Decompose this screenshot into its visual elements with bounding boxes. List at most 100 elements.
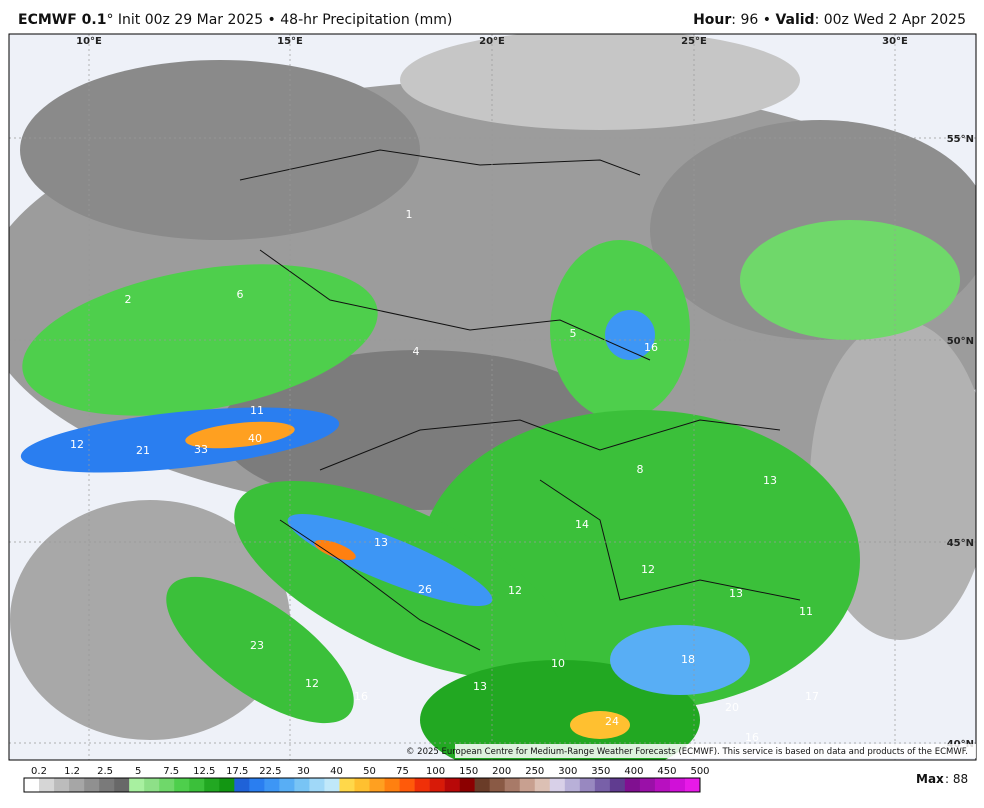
valid: : 00z Wed 2 Apr 2025 <box>814 12 966 28</box>
precip-label: 21 <box>136 444 150 457</box>
precip-label: 13 <box>763 474 777 487</box>
max-value: : 88 <box>945 772 968 786</box>
colorbar-swatch <box>399 778 415 792</box>
colorbar-frame <box>23 777 701 793</box>
colorbar-swatch <box>54 778 70 792</box>
colorbar-swatch <box>669 778 686 792</box>
precip-label: 16 <box>354 690 368 703</box>
colorbar-tick: 40 <box>330 766 343 777</box>
graticule: 10°E15°E20°E25°E30°E55°N50°N45°N40°N <box>9 34 976 760</box>
colorbar-swatch <box>474 778 490 792</box>
colorbar-tick: 300 <box>558 766 577 777</box>
colorbar-swatch <box>84 778 100 792</box>
colorbar-swatch <box>654 778 671 792</box>
precip-label: 2 <box>125 293 132 306</box>
colorbar-swatch <box>624 778 641 792</box>
precip-label: 20 <box>725 701 739 714</box>
valid-label: Valid <box>775 12 815 28</box>
colorbar-swatch <box>324 778 340 792</box>
colorbar-swatch <box>429 778 445 792</box>
gray-area <box>20 60 420 240</box>
orange-area <box>314 540 356 560</box>
hour: : 96 • <box>731 12 776 28</box>
colorbar-swatch <box>639 778 656 792</box>
colorbar-swatch <box>369 778 385 792</box>
colorbar-swatch <box>519 778 536 792</box>
lon-label: 20°E <box>479 36 505 47</box>
precip-label: 26 <box>418 583 432 596</box>
precip-label: 12 <box>70 438 84 451</box>
colorbar-swatch <box>579 778 596 792</box>
colorbar-swatch <box>174 778 190 792</box>
precip-label: 8 <box>637 463 644 476</box>
colorbar-tick: 12.5 <box>193 766 215 777</box>
precip-label: 10 <box>551 657 565 670</box>
colorbar-tick: 7.5 <box>163 766 179 777</box>
colorbar-tick: 450 <box>657 766 676 777</box>
colorbar-swatch <box>129 778 145 792</box>
precip-label: 13 <box>473 680 487 693</box>
colorbar-tick: 30 <box>297 766 310 777</box>
model: ECMWF 0.1 <box>18 12 107 28</box>
precip-label: 13 <box>729 587 743 600</box>
precip-label: 24 <box>605 715 619 728</box>
copyright: © 2025 European Centre for Medium-Range … <box>406 747 968 757</box>
lat-label: 45°N <box>947 538 974 549</box>
precip-label: 16 <box>745 731 759 744</box>
colorbar-swatch <box>564 778 581 792</box>
lon-label: 15°E <box>277 36 303 47</box>
colorbar-swatch <box>264 778 280 792</box>
colorbar-tick: 17.5 <box>226 766 248 777</box>
colorbar-tick: 100 <box>426 766 445 777</box>
degree: ° <box>106 12 114 28</box>
precip-label: 11 <box>799 605 813 618</box>
green-area <box>740 220 960 340</box>
precip-label: 14 <box>575 518 589 531</box>
colorbar-tick: 5 <box>135 766 141 777</box>
colorbar-swatch <box>684 778 701 792</box>
colorbar-swatch <box>339 778 355 792</box>
colorbar-swatch <box>504 778 521 792</box>
colorbar-swatch <box>144 778 160 792</box>
colorbar-swatch <box>594 778 611 792</box>
hour-label: Hour <box>693 12 732 28</box>
colorbar-tick: 150 <box>459 766 478 777</box>
colorbar-swatch <box>444 778 460 792</box>
precip-label: 5 <box>570 327 577 340</box>
colorbar-swatch <box>69 778 85 792</box>
colorbar: 0.2 1.2 2.5 5 7.5 12.5 17.5 22.5 30 40 50 75 100 150 2… <box>23 766 710 793</box>
precip-label: 1 <box>406 208 413 221</box>
colorbar-swatch <box>414 778 430 792</box>
precip-label: 12 <box>508 584 522 597</box>
colorbar-swatch <box>249 778 265 792</box>
precip-field <box>9 34 976 760</box>
init: Init 00z 29 Mar 2025 • 48-hr Precipitati… <box>113 12 453 28</box>
colorbar-swatch <box>609 778 626 792</box>
blue-area <box>605 310 655 360</box>
lon-label: 25°E <box>681 36 707 47</box>
colorbar-tick: 350 <box>591 766 610 777</box>
gray-area <box>400 34 800 130</box>
colorbar-swatch <box>114 778 130 792</box>
precip-label: 18 <box>681 653 695 666</box>
lat-label: 50°N <box>947 336 974 347</box>
green-area <box>166 576 354 724</box>
copyright-bg <box>455 744 976 758</box>
colorbar-tick: 200 <box>492 766 511 777</box>
colorbar-swatch <box>459 778 475 792</box>
lon-label: 30°E <box>882 36 908 47</box>
max-label: Max <box>916 772 944 786</box>
colorbar-swatch <box>204 778 220 792</box>
colorbar-swatch <box>159 778 175 792</box>
colorbar-swatch <box>219 778 235 792</box>
colorbar-swatch <box>384 778 400 792</box>
colorbar-swatch <box>39 778 55 792</box>
colorbar-swatch <box>234 778 250 792</box>
colorbar-swatch <box>24 778 40 792</box>
blue-area <box>287 514 493 606</box>
precip-label: 11 <box>250 404 264 417</box>
colorbar-swatch <box>309 778 325 792</box>
borders <box>239 149 801 651</box>
